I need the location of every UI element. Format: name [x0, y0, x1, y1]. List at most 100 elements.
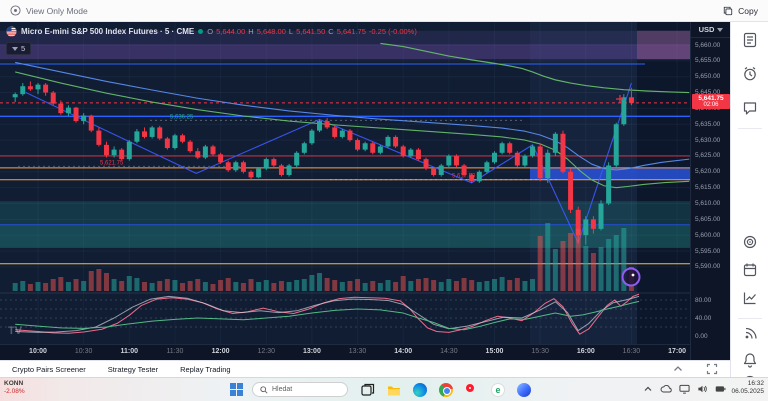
indicator-legend-collapsed[interactable]: 5 [6, 42, 32, 55]
windows-taskbar: KONN -2.08% Hledat e [0, 377, 768, 401]
speaker-icon[interactable] [697, 384, 708, 394]
tab-crypto-pairs-screener[interactable]: Crypto Pairs Screener [12, 364, 86, 374]
price-axis-label: 5,650.00 [695, 73, 721, 81]
screener-chart-icon[interactable] [742, 290, 758, 306]
oscillator-axis-label: 80.00 [695, 296, 712, 304]
panel-maximize-icon[interactable] [706, 363, 718, 375]
view-only-topbar: View Only Mode Copy [0, 0, 768, 22]
copy-icon [723, 6, 733, 15]
widget-ticker: KONN [4, 380, 24, 387]
price-axis-label: 5,655.00 [695, 57, 721, 65]
chat-icon[interactable] [742, 100, 758, 116]
windows-start-button[interactable] [230, 383, 243, 396]
time-axis-label: 16:00 [576, 348, 595, 355]
tab-strategy-tester[interactable]: Strategy Tester [107, 364, 159, 374]
view-only-eye-icon [10, 5, 21, 16]
tray-date: 06.05.2025 [731, 388, 764, 396]
right-sidebar [730, 22, 768, 389]
panel-expand-chevron-icon[interactable] [672, 363, 684, 375]
price-axis-label: 5,635.00 [695, 120, 721, 128]
opera-browser-icon[interactable] [464, 382, 480, 398]
battery-icon[interactable] [715, 384, 726, 394]
chevron-down-icon [12, 46, 18, 51]
tab-replay-trading[interactable]: Replay Trading [180, 364, 231, 374]
taskbar-search[interactable]: Hledat [252, 382, 348, 397]
bar-countdown: 02:06 [703, 101, 719, 108]
sidebar-divider [738, 318, 762, 319]
indicator-count: 5 [21, 44, 26, 53]
last-price-value: 5,641.75 [698, 94, 724, 102]
search-icon [260, 385, 268, 394]
price-axis-label: 5,660.00 [695, 41, 721, 49]
time-axis-label: 11:00 [120, 348, 139, 355]
svg-text:5,617.50: 5,617.50 [452, 174, 476, 180]
search-placeholder: Hledat [272, 386, 293, 393]
symbol-legend[interactable]: Micro E-mini S&P 500 Index Futures · 5 ·… [6, 26, 417, 37]
price-axis-label: 5,625.00 [695, 152, 721, 160]
price-axis-label: 5,630.00 [695, 136, 721, 144]
hotlist-target-icon[interactable] [742, 234, 758, 250]
main-chart-svg[interactable]: 5,636.25 5,621.75 5,617.50 TV [0, 22, 690, 344]
tradingview-watermark: TV [8, 325, 23, 337]
chrome-browser-icon[interactable] [438, 382, 454, 398]
file-explorer-icon[interactable] [386, 382, 402, 398]
tray-chevron-up-icon[interactable] [643, 384, 653, 394]
price-axis-label: 5,615.00 [695, 184, 721, 192]
task-view-icon[interactable] [360, 382, 376, 398]
view-only-label: View Only Mode [26, 5, 88, 16]
calendar-icon[interactable] [742, 262, 758, 278]
time-axis-label: 12:00 [211, 348, 230, 355]
time-axis-label: 16:30 [622, 348, 641, 355]
streams-broadcast-icon[interactable] [742, 326, 758, 342]
time-axis-label: 17:00 [668, 348, 687, 355]
price-axis-label: 5,645.00 [695, 89, 721, 97]
widget-change: -2.08% [4, 388, 25, 396]
symbol-title: Micro E-mini S&P 500 Index Futures · 5 ·… [21, 27, 195, 36]
copy-button[interactable]: Copy [723, 6, 758, 16]
price-axis-label: 5,600.00 [695, 231, 721, 239]
watchlist-icon[interactable] [742, 32, 758, 48]
oscillator-axis-label: 0.00 [695, 332, 708, 340]
alerts-bell-icon[interactable] [742, 352, 758, 368]
time-axis-label: 12:30 [257, 348, 276, 355]
svg-text:5,621.75: 5,621.75 [100, 160, 124, 166]
alert-clock-icon[interactable] [742, 66, 758, 82]
chevron-down-icon [717, 27, 724, 32]
us-flag-icon [6, 26, 17, 37]
blue-swirl-app-icon[interactable] [516, 382, 532, 398]
change-value: -0.25 (-0.00%) [368, 27, 417, 36]
time-axis[interactable]: 10:00 10:30 11:00 11:30 12:00 12:30 13:00 13:30… [0, 344, 690, 360]
time-axis-label: 11:30 [166, 348, 184, 355]
copy-label: Copy [738, 5, 758, 16]
price-axis-label: 5,590.00 [695, 263, 721, 271]
edge-browser-icon[interactable] [412, 382, 428, 398]
currency-dropdown[interactable]: USD [691, 25, 731, 38]
price-axis-label: 5,595.00 [695, 247, 721, 255]
time-axis-label: 15:00 [485, 348, 504, 355]
tray-time: 16:32 [747, 380, 764, 387]
time-axis-label: 15:30 [531, 348, 549, 355]
market-status-dot [198, 29, 204, 34]
last-price-badge: 5,641.75 02:06 [692, 93, 730, 109]
time-axis-label: 14:00 [394, 348, 413, 355]
price-axis-label: 5,620.00 [695, 168, 721, 176]
green-e-app-icon[interactable]: e [490, 382, 506, 398]
display-icon[interactable] [679, 384, 690, 394]
chart-area[interactable]: 5,636.25 5,621.75 5,617.50 TV Micro E-mini … [0, 22, 690, 344]
time-axis-label: 14:30 [440, 348, 458, 355]
onedrive-cloud-icon[interactable] [660, 384, 672, 394]
time-axis-label: 13:00 [302, 348, 321, 355]
ohlc-values: O 5,644.00 H 5,648.00 L 5,641.50 C 5,641.75 … [207, 27, 417, 36]
time-axis-label: 13:30 [348, 348, 367, 355]
price-axis[interactable]: USD 5,641.75 02:06 5,660.00 5,655.00 5,650… [690, 22, 731, 360]
bottom-panel-tabs: Crypto Pairs Screener Strategy Tester Re… [0, 360, 730, 377]
currency-label: USD [698, 25, 715, 34]
price-axis-label: 5,605.00 [695, 215, 721, 223]
time-axis-label: 10:00 [29, 348, 47, 355]
taskbar-stocks-widget[interactable]: KONN -2.08% [4, 380, 25, 396]
taskbar-clock[interactable]: 16:32 06.05.2025 [731, 380, 764, 397]
svg-text:5,636.25: 5,636.25 [170, 114, 194, 120]
time-axis-label: 10:30 [74, 348, 93, 355]
price-axis-label: 5,610.00 [695, 200, 721, 207]
